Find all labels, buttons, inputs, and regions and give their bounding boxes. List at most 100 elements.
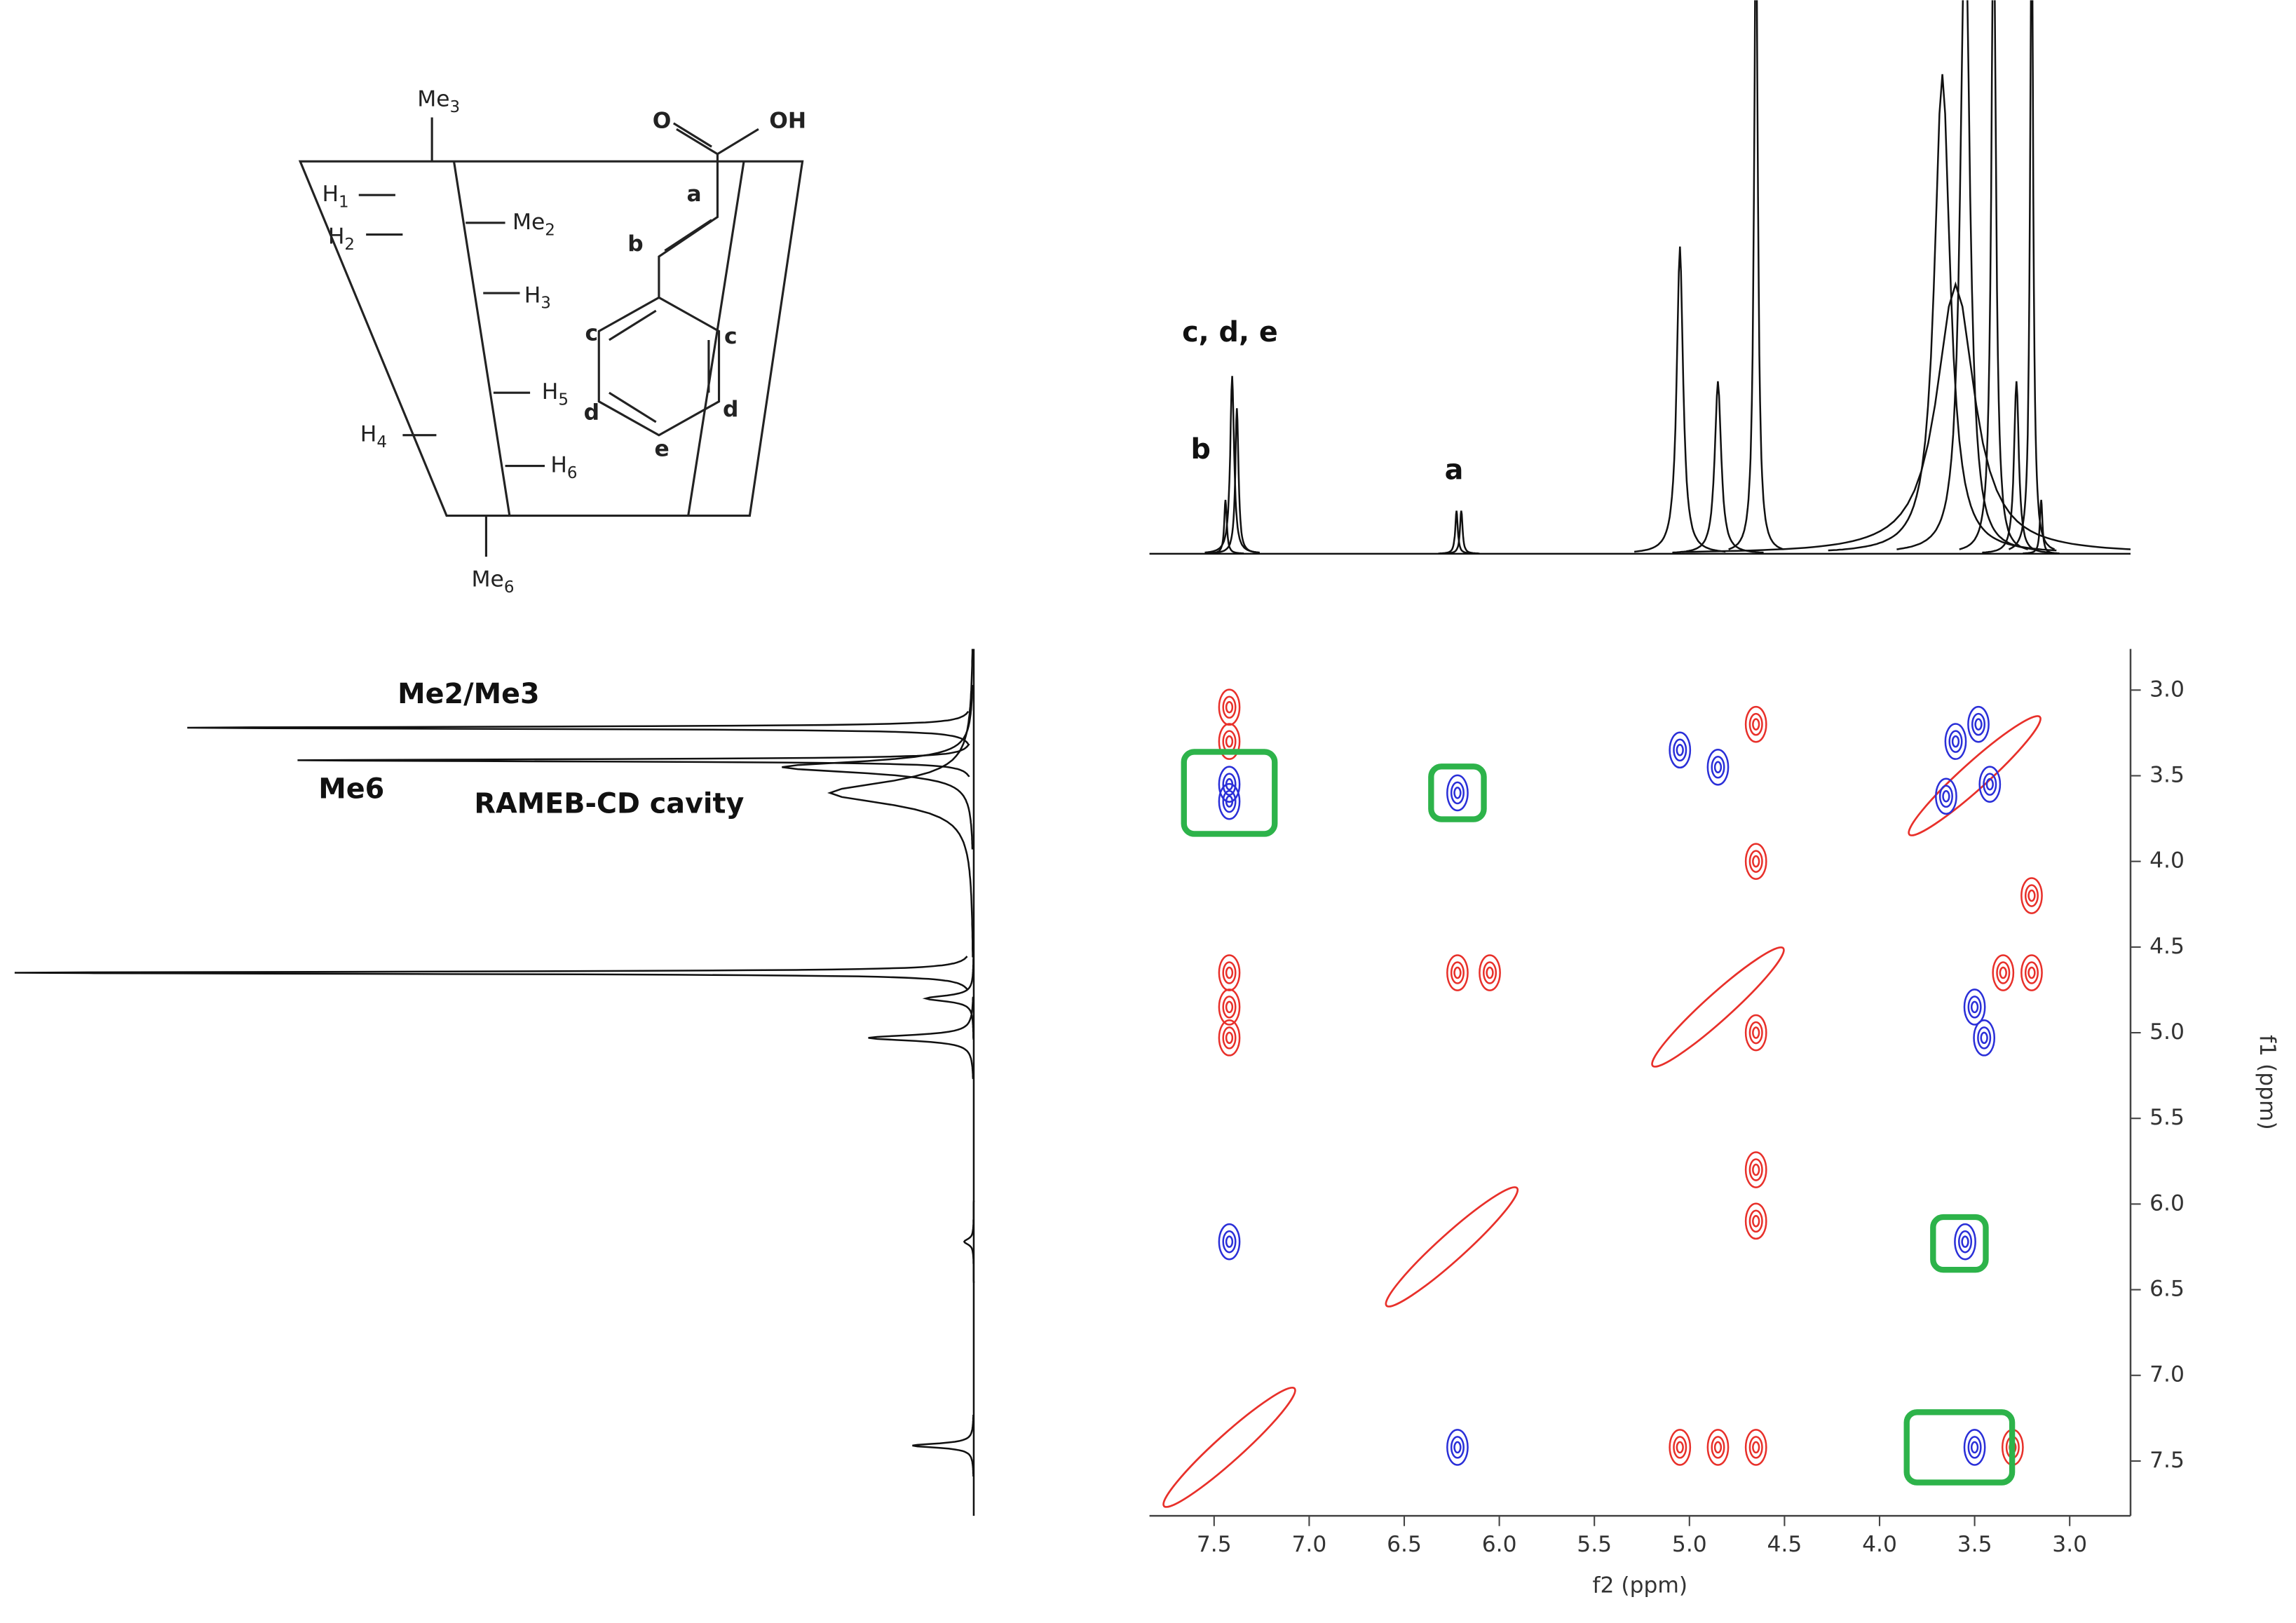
cross-peak <box>1935 777 1957 815</box>
spectrum-peak <box>1959 0 2028 550</box>
contour <box>1748 1436 1763 1459</box>
contour <box>1961 1235 1969 1248</box>
label-base: Me <box>512 210 545 235</box>
contour <box>1752 855 1760 868</box>
contour <box>1222 730 1237 753</box>
contour <box>1978 766 2002 803</box>
contour <box>1218 782 1241 820</box>
contour <box>2020 877 2043 914</box>
y-tick-label: 5.5 <box>2149 1105 2185 1130</box>
spectrum-peak <box>2023 499 2060 555</box>
contour <box>2024 884 2039 907</box>
atom-label: d <box>584 400 599 425</box>
spectrum-peak <box>14 956 968 990</box>
cross-peak <box>1744 705 1767 743</box>
diagram-label: H2 <box>328 224 355 254</box>
contour <box>1453 1441 1462 1454</box>
diagram-label: Me3 <box>417 86 460 116</box>
spectrum-peak <box>1682 281 2131 553</box>
label-sub: 2 <box>344 236 355 254</box>
spectrum-peak <box>1633 246 1726 553</box>
cross-peak <box>1963 989 1986 1026</box>
x-tick-label: 4.5 <box>1767 1532 1802 1557</box>
contour <box>1218 954 1241 991</box>
contour <box>1218 688 1241 726</box>
label-base: H <box>360 422 377 447</box>
contour <box>1711 755 1725 779</box>
spectrum-peak <box>1438 510 1475 555</box>
contour <box>1706 1429 1730 1466</box>
cross-peak <box>1446 1429 1469 1466</box>
contour <box>1446 774 1469 812</box>
cross-peak <box>1978 766 2002 803</box>
highlight-box <box>1930 1214 1989 1273</box>
cross-peak <box>1446 774 1469 812</box>
contour <box>1706 748 1730 786</box>
cross-peak <box>1218 989 1241 1026</box>
contour <box>1453 787 1462 799</box>
contour <box>1225 1000 1234 1014</box>
label-sub: 3 <box>541 294 551 312</box>
y-tick-label: 7.0 <box>2149 1362 2185 1387</box>
label-sub: 4 <box>376 433 387 451</box>
spectrum-peak <box>1207 499 1244 555</box>
diagram-label: H6 <box>550 453 577 482</box>
contour <box>1992 954 2015 991</box>
contour <box>1748 1158 1763 1181</box>
cross-peak <box>1218 688 1241 726</box>
x-tick-label: 4.0 <box>1862 1532 1897 1557</box>
x-tick-label: 5.0 <box>1672 1532 1707 1557</box>
contour <box>1486 966 1494 979</box>
contour <box>1218 723 1241 760</box>
contour <box>1218 766 1241 803</box>
spectrum-peak <box>1828 74 2057 552</box>
diagram-label: H5 <box>542 379 569 409</box>
spectrum-peak <box>2008 0 2056 550</box>
axes <box>972 552 2132 1517</box>
cross-peak <box>1218 954 1241 991</box>
spectrum-peak <box>963 1200 975 1283</box>
cross-peak <box>1744 1151 1767 1188</box>
contour <box>1453 966 1462 979</box>
contour <box>1999 966 2007 979</box>
contour <box>1446 954 1469 991</box>
cross-peak <box>1992 954 2015 991</box>
highlight-box <box>1181 749 1278 837</box>
spectrum-peak <box>187 710 970 745</box>
x-tick-label: 5.5 <box>1577 1532 1612 1557</box>
contour <box>1983 773 1997 796</box>
contour <box>1985 777 1994 791</box>
left-spectrum <box>14 648 975 1476</box>
contour <box>1222 789 1237 813</box>
cross-peak <box>1218 782 1241 820</box>
contour <box>1748 1209 1763 1233</box>
x-tick-label: 6.0 <box>1482 1532 1517 1557</box>
x-tick-label: 3.0 <box>2052 1532 2087 1557</box>
atom-label: e <box>654 437 669 462</box>
diagonal-peak <box>1908 715 2042 836</box>
contour <box>1446 1429 1469 1466</box>
y-tick-label: 3.0 <box>2149 677 2185 702</box>
contour <box>1673 1436 1687 1459</box>
x-axis-label: f2 (ppm) <box>1592 1573 1687 1598</box>
contour <box>1971 712 1986 736</box>
cross-peak <box>1973 1019 1996 1057</box>
cross-peak <box>1218 723 1241 760</box>
contour <box>1974 718 1983 731</box>
contour <box>1970 1000 1979 1014</box>
y-tick-label: 7.5 <box>2149 1448 2185 1473</box>
contour <box>1744 843 1767 880</box>
label-sub: 1 <box>339 193 349 211</box>
highlight-box <box>1428 763 1487 822</box>
contour <box>1225 700 1234 714</box>
label-sub: 5 <box>558 391 569 409</box>
contour-plot <box>1162 688 2043 1508</box>
contour <box>1752 1163 1760 1176</box>
diagram-label: Me6 <box>472 566 515 596</box>
label-sub: 3 <box>450 97 461 116</box>
contour <box>1752 1215 1760 1228</box>
contour <box>1977 1026 1992 1050</box>
spectrum-peak <box>868 996 974 1080</box>
contour <box>1967 705 1990 743</box>
